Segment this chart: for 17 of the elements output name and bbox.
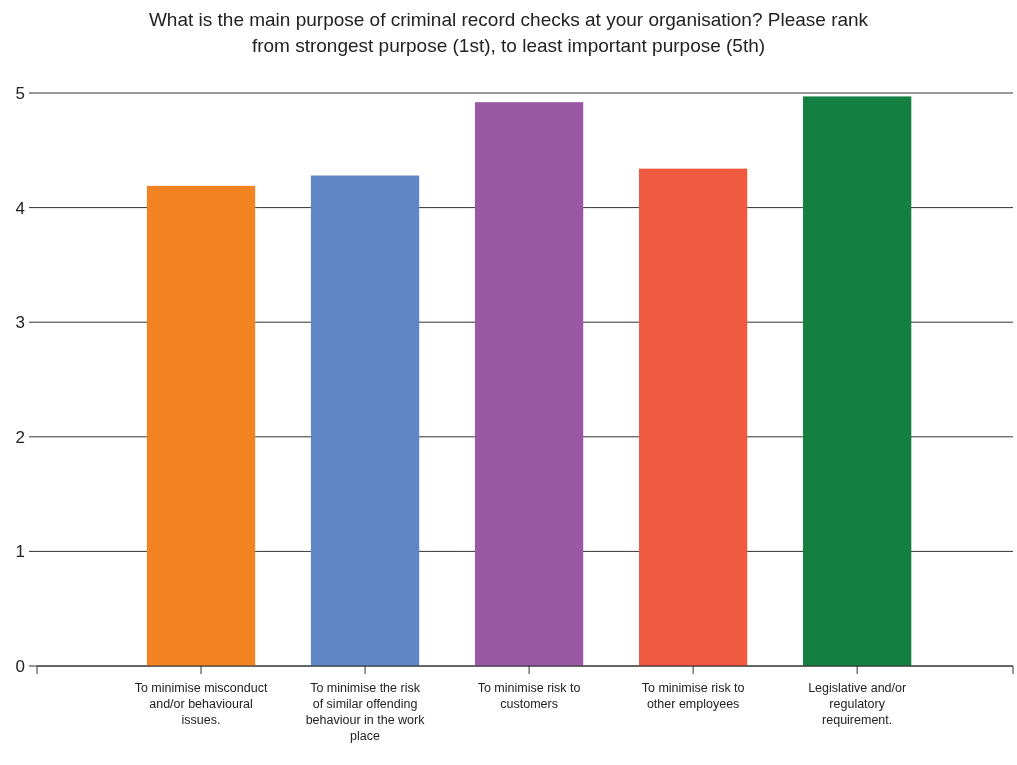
y-tick-label: 4 (15, 198, 25, 218)
y-tick-label: 1 (15, 542, 25, 562)
x-tick-label: To minimise the risk of similar offending behaviour in the work place (305, 681, 426, 743)
bar (803, 96, 912, 666)
x-tick-label: To minimise risk to other employees (641, 681, 745, 711)
y-tick-label: 2 (15, 427, 25, 447)
bar (310, 175, 420, 666)
bar (146, 185, 256, 666)
bar (474, 102, 584, 666)
bar (639, 168, 748, 666)
y-tick-label: 5 (15, 83, 25, 103)
chart-title: What is the main purpose of criminal record checks at your organisation? Please rank from strongest purpose (1st), to least important purpose (5th) (148, 9, 869, 56)
x-tick-label: Legislative and/or regulatory requirement. (808, 681, 907, 727)
y-tick-label: 0 (15, 656, 25, 676)
y-tick-label: 3 (15, 313, 25, 333)
x-tick-label: To minimise risk to customers (477, 681, 581, 711)
x-tick-label: To minimise misconduct and/or behavioural issues. (134, 681, 268, 727)
